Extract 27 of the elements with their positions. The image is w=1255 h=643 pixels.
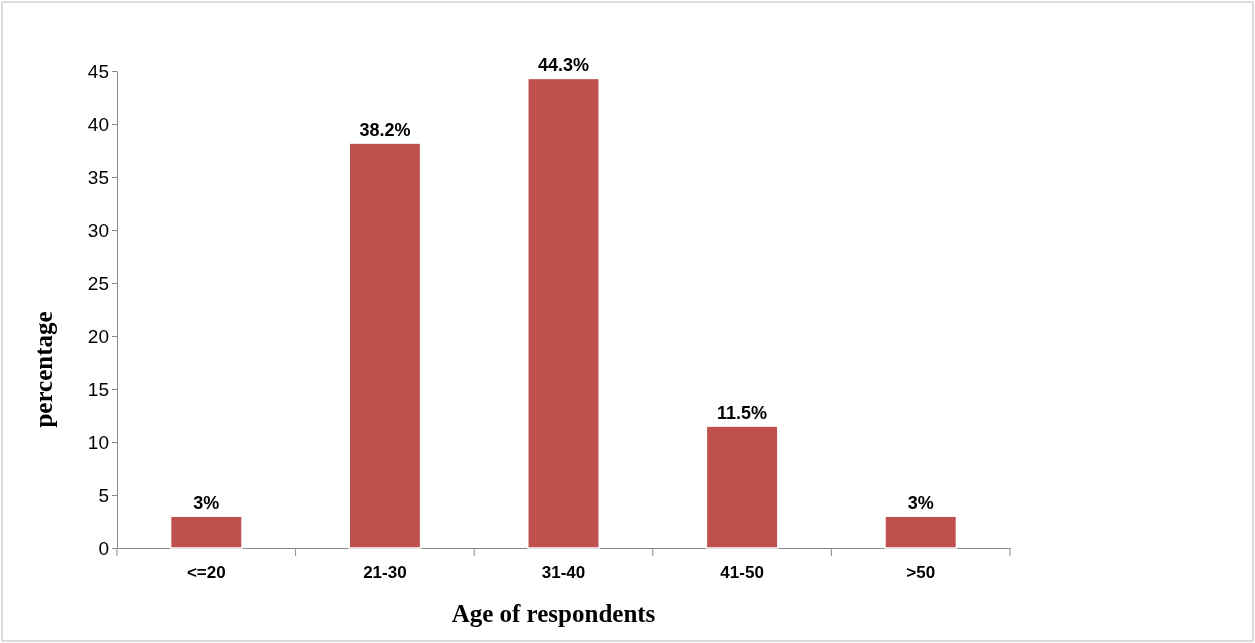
y-tick-label: 15 bbox=[87, 378, 109, 400]
bar bbox=[705, 425, 779, 549]
x-tick-label: <=20 bbox=[186, 563, 226, 583]
y-tick-label: 25 bbox=[87, 272, 109, 294]
y-tick-label: 20 bbox=[87, 325, 109, 347]
y-tick-label: 30 bbox=[87, 219, 109, 241]
data-label: 44.3% bbox=[537, 55, 590, 76]
x-tick-label: >50 bbox=[906, 563, 936, 583]
y-tick-label: 35 bbox=[87, 166, 109, 188]
bar bbox=[169, 515, 243, 549]
x-tick-label: 31-40 bbox=[541, 563, 586, 583]
bar bbox=[884, 515, 958, 549]
y-axis-title: percentage bbox=[30, 311, 57, 428]
data-label: 38.2% bbox=[359, 120, 411, 141]
data-label: 3% bbox=[193, 493, 220, 514]
data-label: 11.5% bbox=[717, 403, 768, 424]
x-tick-label: 21-30 bbox=[363, 563, 407, 583]
x-tick-label: 41-50 bbox=[720, 563, 764, 583]
y-tick-label: 40 bbox=[87, 113, 109, 135]
bar bbox=[527, 77, 600, 549]
y-tick-label: 0 bbox=[98, 537, 109, 559]
x-axis-title: Age of respondents bbox=[451, 600, 656, 627]
y-tick-label: 10 bbox=[87, 431, 109, 453]
y-tick-label: 5 bbox=[98, 484, 109, 506]
bar bbox=[348, 142, 422, 549]
data-label: 3% bbox=[907, 493, 934, 514]
y-tick-label: 45 bbox=[87, 60, 109, 82]
